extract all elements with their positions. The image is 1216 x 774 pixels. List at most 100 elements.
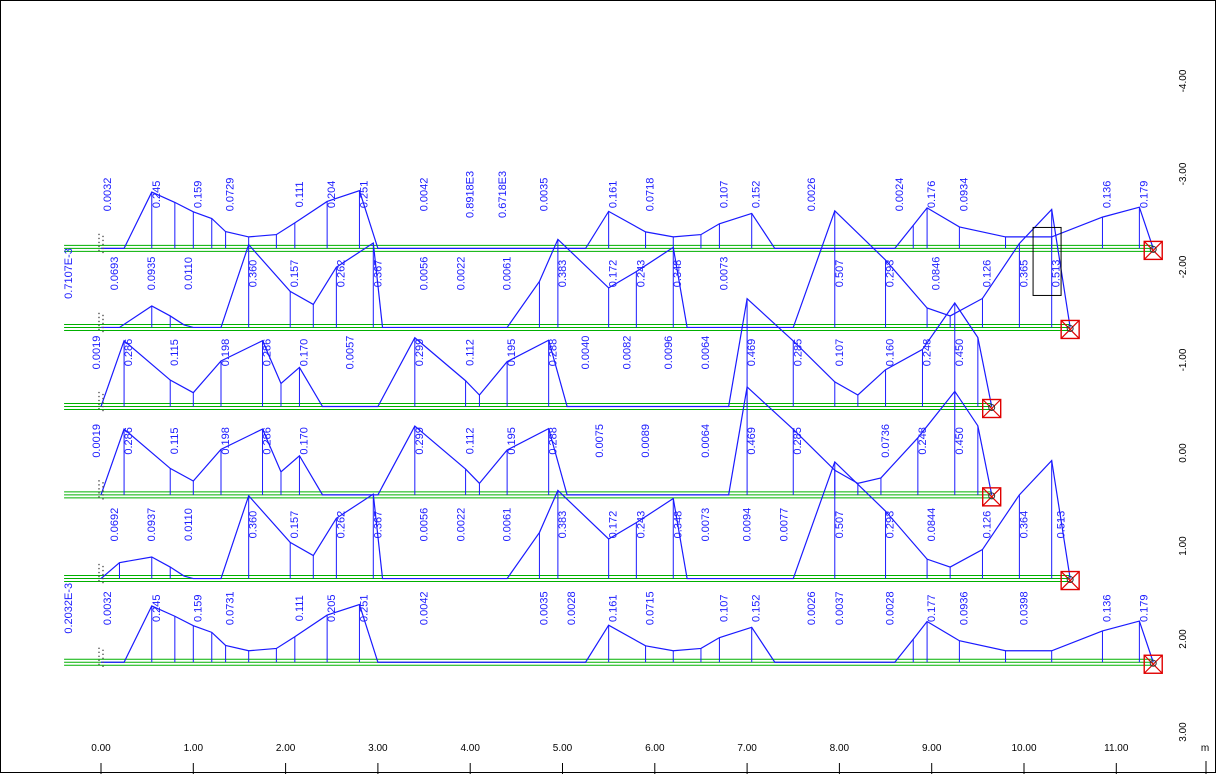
x-axis-tick-label: 1.00 — [184, 743, 204, 754]
value-label: 0.285 — [792, 339, 804, 367]
value-label: 0.195 — [506, 339, 518, 367]
value-label: 0.299 — [414, 427, 426, 455]
hinge-dot — [98, 241, 100, 244]
support-icon — [981, 487, 1002, 507]
hinge-dot — [102, 251, 104, 254]
value-label: 0.0019 — [91, 336, 103, 370]
value-label: 0.450 — [954, 339, 966, 367]
moment-diagram-line — [101, 189, 1154, 249]
value-label: 0.6718E3 — [497, 171, 509, 218]
value-label: 0.0037 — [834, 591, 846, 625]
value-label: 0.0032 — [102, 178, 114, 212]
support-icon-cross — [982, 399, 1002, 418]
value-label: 0.157 — [289, 260, 301, 288]
value-label: 0.0110 — [183, 508, 195, 541]
value-label: 0.251 — [358, 594, 370, 622]
value-label: 0.286 — [262, 339, 274, 367]
value-label: 0.179 — [1138, 181, 1150, 209]
value-label: 0.0934 — [958, 178, 970, 212]
value-label: 0.0729 — [225, 178, 237, 212]
hinge-dot — [98, 328, 100, 331]
value-label: 0.360 — [248, 511, 260, 539]
value-label: 0.0692 — [109, 508, 121, 542]
value-label: 0.177 — [926, 594, 938, 622]
hinge-dot — [98, 647, 100, 650]
value-label: 0.360 — [248, 260, 260, 288]
hinge-dot — [98, 480, 100, 482]
value-label: 0.0073 — [718, 257, 730, 291]
value-label: 0.198 — [220, 427, 232, 455]
x-axis-tick-label: 7.00 — [737, 743, 757, 754]
x-axis-tick-label: 4.00 — [460, 743, 480, 754]
value-label: 0.136 — [1101, 594, 1113, 622]
value-label: 0.288 — [548, 339, 560, 367]
value-label: 0.107 — [834, 339, 846, 367]
value-label: 0.0019 — [91, 424, 103, 458]
value-label: 0.286 — [123, 427, 135, 455]
value-label: 0.0935 — [146, 257, 158, 291]
value-label: 0.0022 — [455, 508, 467, 542]
value-label: 0.0075 — [594, 424, 606, 458]
value-label: 0.0731 — [225, 591, 237, 625]
value-label: 0.0398 — [1018, 591, 1030, 625]
hinge-dot — [98, 249, 100, 252]
hinge-dot — [98, 496, 100, 498]
hinge-dot — [102, 657, 104, 660]
value-label: 0.170 — [298, 339, 310, 367]
value-label: 0.450 — [954, 427, 966, 455]
value-label: 0.0718 — [645, 178, 657, 212]
value-label: 0.0028 — [885, 591, 897, 625]
value-label: 0.0022 — [455, 257, 467, 291]
value-label: 0.195 — [506, 427, 518, 455]
value-label: 0.0096 — [663, 336, 675, 370]
x-axis-unit-label: m — [1201, 743, 1209, 754]
x-axis-tick-label: 2.00 — [276, 743, 296, 754]
hinge-dot — [98, 484, 100, 486]
hinge-dot — [98, 655, 100, 658]
hinge-dot — [102, 243, 104, 246]
value-label: 0.0846 — [931, 257, 943, 291]
value-label: 0.507 — [834, 511, 846, 539]
value-label: 0.161 — [608, 594, 620, 622]
value-label: 0.159 — [192, 181, 204, 209]
support-node — [1149, 245, 1157, 253]
support-icon — [1143, 240, 1163, 261]
value-label: 0.0937 — [146, 508, 158, 542]
hinge-dot — [98, 663, 100, 666]
value-label: 0.0026 — [806, 178, 818, 212]
hinge-dot — [98, 579, 100, 582]
x-axis-tick-label: 6.00 — [645, 743, 665, 754]
value-label: 0.348 — [672, 260, 684, 288]
value-label: 0.243 — [635, 511, 647, 539]
value-label: 0.159 — [192, 594, 204, 622]
value-label: 0.293 — [885, 260, 897, 288]
value-label: 0.152 — [751, 594, 763, 622]
value-label: 0.0024 — [894, 178, 906, 212]
hinge-dot — [102, 318, 104, 321]
value-label: 0.286 — [262, 427, 274, 455]
value-label: 0.0064 — [700, 336, 712, 370]
value-label: 0.8918E3 — [465, 171, 477, 218]
moment-diagram-line — [100, 297, 993, 408]
hinge-dot — [102, 490, 104, 492]
value-label: 0.112 — [465, 339, 477, 366]
value-label: 0.111 — [294, 181, 306, 207]
support-node — [1066, 576, 1074, 584]
moment-diagram-line — [101, 208, 1071, 329]
value-label: 0.0056 — [418, 257, 430, 291]
hinge-dot — [102, 577, 104, 580]
hinge-dot — [98, 575, 100, 578]
value-label: 0.205 — [326, 594, 338, 622]
support-icon — [1060, 570, 1080, 591]
value-label: 0.0061 — [502, 508, 514, 542]
hinge-dot — [102, 330, 104, 333]
hinge-dot — [98, 659, 100, 662]
value-label: 0.383 — [557, 511, 569, 539]
x-axis-tick-label: 0.00 — [91, 743, 111, 754]
hinge-dot — [98, 488, 100, 490]
moment-diagram-line — [101, 603, 1154, 663]
value-label: 0.7107E-3 — [63, 248, 75, 299]
support-icon — [1060, 319, 1080, 340]
